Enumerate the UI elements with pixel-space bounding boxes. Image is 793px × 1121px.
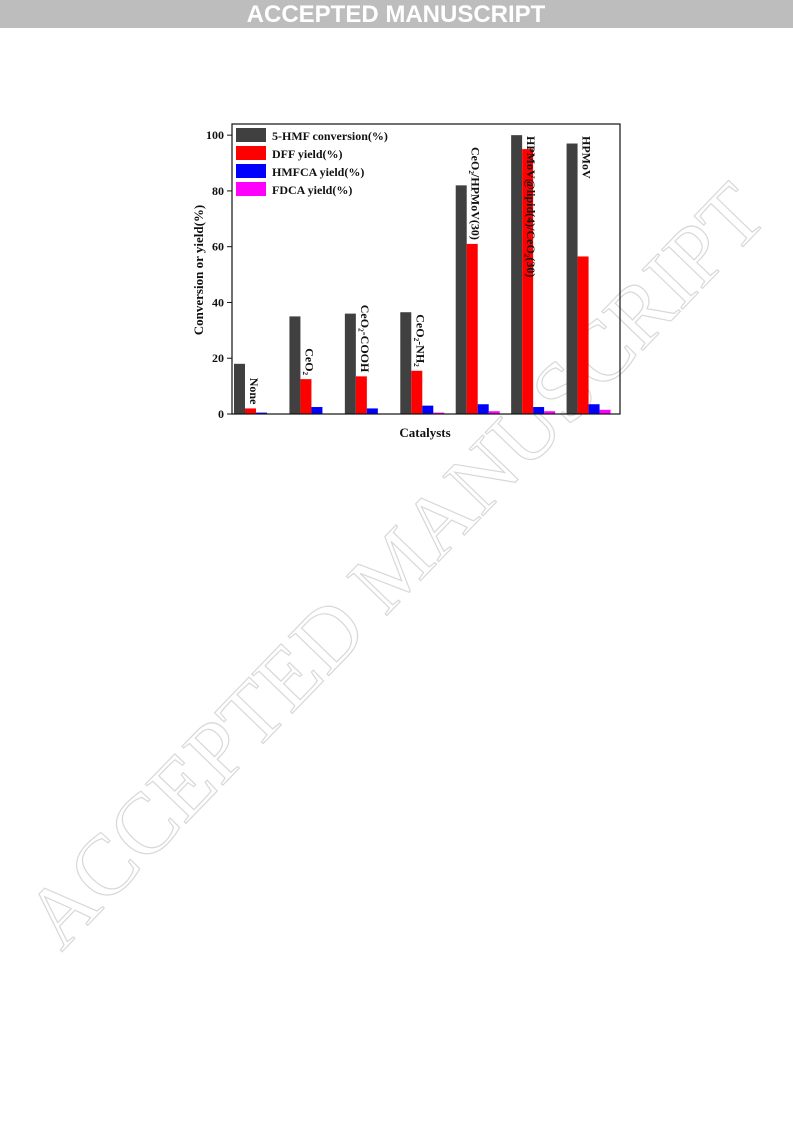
bar [466, 243, 478, 414]
category-label: HPMoV@lipid(4)/CeO₂(30) [524, 136, 538, 277]
legend-swatch [236, 128, 266, 142]
x-axis-label: Catalysts [399, 425, 450, 440]
category-label: CeO₂ [302, 348, 316, 375]
bar [300, 379, 312, 414]
category-label: CeO₂-NH₂ [413, 314, 427, 367]
bar [566, 143, 578, 414]
bar [344, 313, 356, 414]
bar [366, 408, 378, 414]
bar [455, 185, 467, 414]
bar [522, 149, 534, 414]
bar [245, 408, 256, 414]
y-tick-label: 40 [212, 295, 224, 309]
bar [311, 407, 323, 414]
y-tick-label: 60 [212, 240, 224, 254]
legend-swatch [236, 182, 266, 196]
category-label: HPMoV [580, 136, 594, 179]
legend-label: DFF yield(%) [272, 147, 343, 161]
category-label: None [247, 378, 261, 405]
y-tick-label: 100 [206, 128, 224, 142]
header: ACCEPTED MANUSCRIPT [247, 1, 546, 28]
y-tick-label: 80 [212, 184, 224, 198]
bar [588, 404, 600, 414]
bar [422, 405, 434, 414]
bar [488, 411, 500, 414]
header-bar [0, 0, 793, 28]
legend-label: FDCA yield(%) [272, 183, 352, 197]
y-axis-label: Conversion or yield(%) [191, 205, 206, 335]
bar [355, 376, 367, 414]
bar [511, 135, 523, 414]
bar [477, 404, 489, 414]
plot-frame [231, 123, 621, 415]
category-label: CeO₂-COOH [358, 305, 372, 373]
legend-label: HMFCA yield(%) [272, 165, 364, 179]
watermark: ACCEPTED MANUSCRIPT [6, 165, 784, 966]
bar [234, 363, 245, 414]
bar [433, 412, 445, 414]
bar [289, 316, 301, 414]
bar [544, 411, 556, 414]
bar [533, 407, 545, 414]
y-tick-label: 0 [218, 407, 224, 421]
category-label: CeO₂/HPMoV(30) [469, 147, 483, 240]
legend-swatch [236, 146, 266, 160]
bar [400, 312, 412, 414]
legend-swatch [236, 164, 266, 178]
bar [599, 409, 611, 414]
y-tick-label: 20 [212, 351, 224, 365]
bar [577, 256, 589, 414]
bar [411, 370, 423, 414]
legend-label: 5-HMF conversion(%) [272, 129, 388, 143]
bar [256, 412, 267, 414]
